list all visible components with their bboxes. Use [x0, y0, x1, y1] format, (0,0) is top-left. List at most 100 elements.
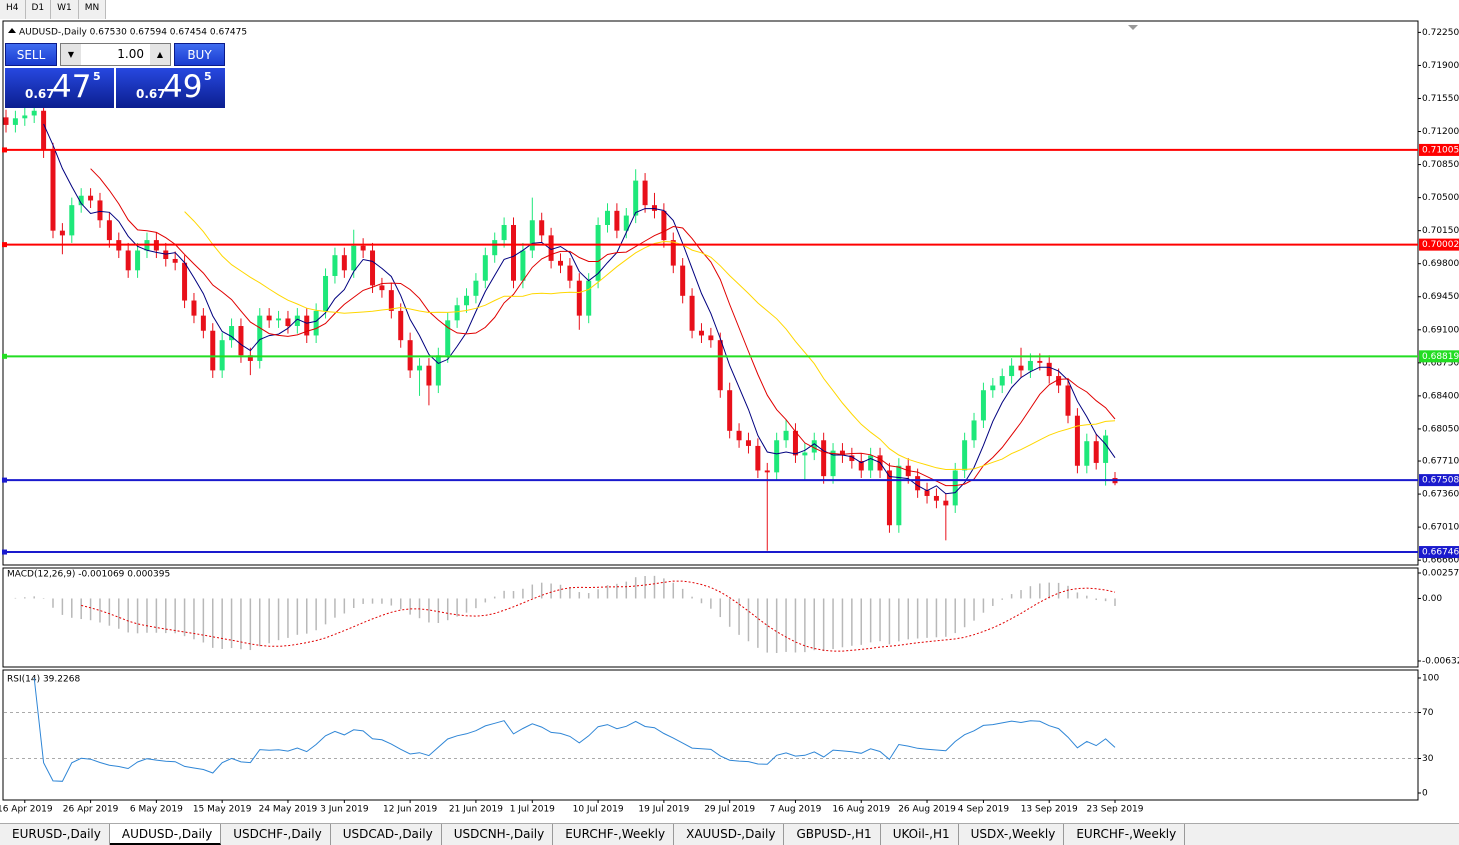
symbol-tab[interactable]: USDCNH-,Daily	[442, 824, 554, 845]
candle-body	[529, 220, 535, 251]
price-tick-label: 0.71200	[1422, 127, 1459, 137]
ask-price[interactable]: 0.67 49 5	[116, 68, 225, 108]
moving-average	[90, 168, 1116, 487]
rsi-tick-label: 100	[1422, 674, 1439, 684]
candle-body	[379, 285, 385, 291]
timeframe-tab[interactable]: D1	[25, 0, 52, 19]
candle-body	[774, 440, 780, 473]
symbol-tab[interactable]: EURCHF-,Weekly	[1064, 824, 1186, 845]
date-label: 26 Aug 2019	[898, 805, 956, 815]
shift-marker	[1128, 25, 1138, 30]
candle-body	[1103, 435, 1109, 463]
price-tick-label: 0.67010	[1422, 523, 1459, 533]
candle-body	[680, 265, 686, 296]
candle-body	[304, 315, 310, 336]
moving-average	[43, 123, 1116, 495]
candle-body	[595, 224, 601, 281]
lot-down[interactable]: ▼	[61, 44, 81, 65]
symbol-tab[interactable]: EURCHF-,Weekly	[553, 824, 675, 845]
candle-body	[398, 310, 404, 341]
candle-body	[464, 295, 470, 306]
candle-body	[623, 215, 629, 231]
collapse-icon	[8, 28, 16, 33]
bid-prefix: 0.67	[25, 87, 55, 101]
candle-body	[933, 495, 939, 501]
candle-body	[839, 450, 845, 456]
candle-body	[1027, 360, 1033, 371]
symbol-tab[interactable]: USDX-,Weekly	[959, 824, 1065, 845]
price-tick-label: 0.71550	[1422, 94, 1459, 104]
candle-body	[727, 390, 733, 431]
candle-body	[266, 315, 272, 321]
rsi-tick-label: 0	[1422, 789, 1428, 799]
symbol-tab[interactable]: GBPUSD-,H1	[784, 824, 881, 845]
lot-up[interactable]: ▲	[150, 44, 170, 65]
candle-body	[276, 318, 282, 321]
price-level-handle	[2, 242, 7, 248]
candle-body	[341, 255, 347, 271]
candle-body	[1046, 362, 1052, 377]
candle-body	[802, 452, 808, 456]
lot-input[interactable]: ▼ 1.00 ▲	[60, 43, 171, 66]
candle-body	[3, 117, 9, 125]
one-click-panel: SELL ▼ 1.00 ▲ BUY 0.67 47 5 0.67 49 5	[5, 43, 225, 108]
date-label: 24 May 2019	[259, 805, 318, 815]
candle-body	[285, 318, 291, 327]
candle-body	[22, 115, 28, 119]
symbol-tab[interactable]: USDCAD-,Daily	[331, 824, 442, 845]
candle-body	[567, 265, 573, 281]
macd-tick-label: -0.006320	[1422, 657, 1459, 667]
candle-body	[586, 280, 592, 316]
price-level-label: 0.67508	[1422, 476, 1459, 486]
ask-small: 5	[204, 70, 212, 83]
candle-body	[717, 340, 723, 391]
candle-body	[50, 150, 56, 231]
rsi-line	[33, 677, 1116, 782]
date-label: 19 Jul 2019	[638, 805, 689, 815]
symbol-tab[interactable]: UKOil-,H1	[881, 824, 959, 845]
candle-body	[1009, 365, 1015, 377]
candle-body	[59, 230, 65, 236]
macd-panel	[2, 567, 1419, 668]
candle-body	[698, 330, 704, 336]
bid-big: 47	[52, 69, 92, 105]
symbol-tab[interactable]: AUDUSD-,Daily	[109, 824, 222, 845]
symbol-tab[interactable]: EURUSD-,Daily	[0, 824, 110, 845]
candle-body	[868, 455, 874, 471]
symbol-tab[interactable]: XAUUSD-,Daily	[674, 824, 785, 845]
candle-body	[12, 118, 18, 125]
candle-body	[962, 440, 968, 471]
candle-body	[313, 310, 319, 336]
timeframe-bar: H4 D1 W1 MN	[0, 0, 107, 19]
price-tick-label: 0.68050	[1422, 424, 1459, 434]
candle-body	[454, 305, 460, 321]
date-label: 13 Sep 2019	[1021, 805, 1078, 815]
candle-body	[548, 235, 554, 261]
date-label: 6 May 2019	[130, 805, 183, 815]
candle-body	[135, 250, 141, 271]
date-label: 3 Jun 2019	[320, 805, 369, 815]
candle-body	[849, 455, 855, 462]
timeframe-tab[interactable]: MN	[78, 0, 107, 19]
price-tick-label: 0.71900	[1422, 61, 1459, 71]
bid-price[interactable]: 0.67 47 5	[5, 68, 114, 108]
lot-value: 1.00	[117, 47, 144, 61]
timeframe-tab[interactable]: H4	[0, 0, 26, 19]
candle-body	[670, 240, 676, 266]
candle-body	[661, 210, 667, 241]
sell-button[interactable]: SELL	[5, 43, 57, 66]
candle-body	[689, 295, 695, 331]
candle-body	[351, 245, 357, 271]
candle-body	[191, 300, 197, 316]
price-tick-label: 0.69100	[1422, 325, 1459, 335]
price-level-handle	[2, 549, 7, 555]
timeframe-tab[interactable]: W1	[51, 0, 79, 19]
date-label: 26 Apr 2019	[63, 805, 119, 815]
candle-body	[388, 290, 394, 311]
price-tick-label: 0.72250	[1422, 28, 1459, 38]
candle-body	[482, 255, 488, 281]
macd-tick-label: 0.002574	[1422, 569, 1459, 579]
symbol-tab[interactable]: USDCHF-,Daily	[221, 824, 331, 845]
candle-body	[69, 205, 75, 236]
buy-button[interactable]: BUY	[174, 43, 225, 66]
